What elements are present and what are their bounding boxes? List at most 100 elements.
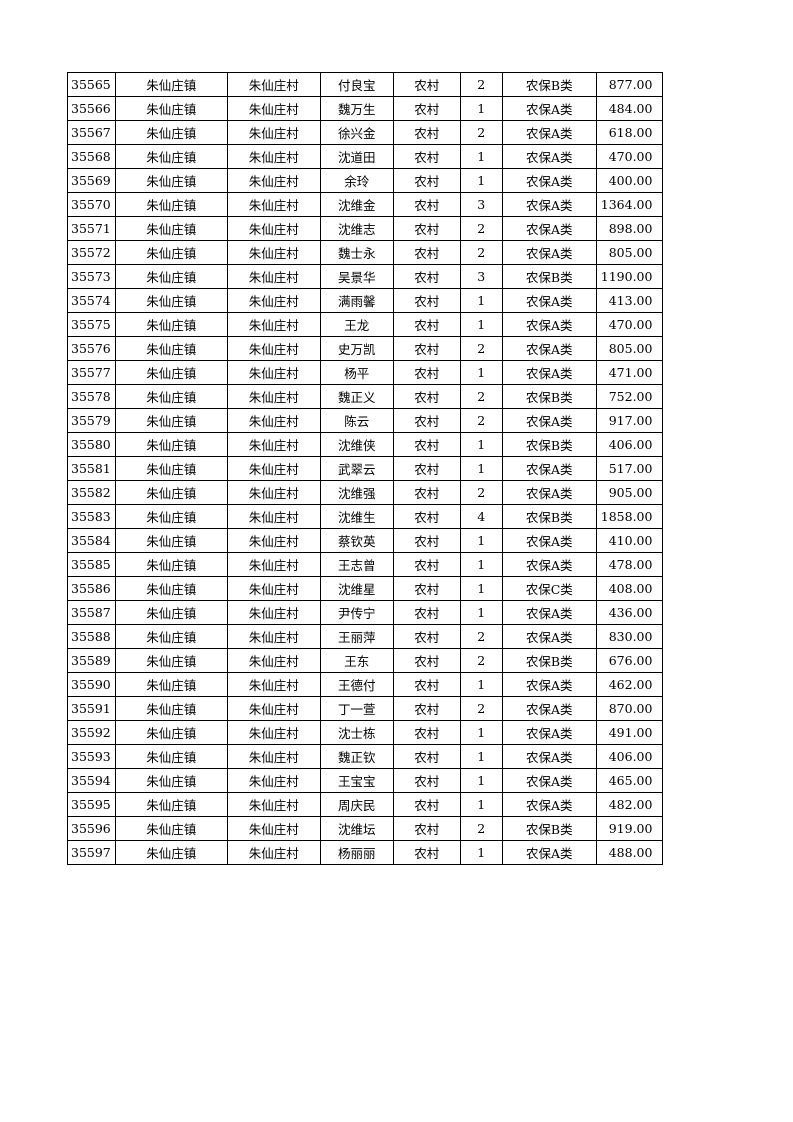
household-size: 1 xyxy=(459,432,503,457)
serial-number: 35584 xyxy=(67,528,116,553)
village: 朱仙庄村 xyxy=(226,192,321,217)
name: 沈维强 xyxy=(319,480,394,505)
serial-number: 35565 xyxy=(67,72,116,97)
area-type: 农村 xyxy=(392,648,461,673)
village: 朱仙庄村 xyxy=(226,96,321,121)
amount: 618.00 xyxy=(595,120,664,145)
serial-number: 35590 xyxy=(67,672,116,697)
household-size: 1 xyxy=(459,96,503,121)
table-row: 35575 朱仙庄镇 朱仙庄村 王龙 农村 1 农保A类 470.00 xyxy=(67,312,664,337)
insurance-type: 农保B类 xyxy=(501,264,597,289)
household-size: 2 xyxy=(459,696,503,721)
household-size: 1 xyxy=(459,144,503,169)
serial-number: 35583 xyxy=(67,504,116,529)
serial-number: 35575 xyxy=(67,312,116,337)
town: 朱仙庄镇 xyxy=(114,216,228,241)
area-type: 农村 xyxy=(392,552,461,577)
table-row: 35591 朱仙庄镇 朱仙庄村 丁一萱 农村 2 农保A类 870.00 xyxy=(67,696,664,721)
household-size: 1 xyxy=(459,600,503,625)
village: 朱仙庄村 xyxy=(226,528,321,553)
amount: 406.00 xyxy=(595,744,664,769)
town: 朱仙庄镇 xyxy=(114,744,228,769)
amount: 406.00 xyxy=(595,432,664,457)
village: 朱仙庄村 xyxy=(226,840,321,865)
insurance-type: 农保A类 xyxy=(501,216,597,241)
amount: 1190.00 xyxy=(595,264,664,289)
town: 朱仙庄镇 xyxy=(114,552,228,577)
table-row: 35573 朱仙庄镇 朱仙庄村 吴景华 农村 3 农保B类 1190.00 xyxy=(67,264,664,289)
name: 王德付 xyxy=(319,672,394,697)
household-size: 1 xyxy=(459,312,503,337)
serial-number: 35589 xyxy=(67,648,116,673)
table-row: 35589 朱仙庄镇 朱仙庄村 王东 农村 2 农保B类 676.00 xyxy=(67,648,664,673)
area-type: 农村 xyxy=(392,768,461,793)
amount: 805.00 xyxy=(595,240,664,265)
area-type: 农村 xyxy=(392,264,461,289)
household-size: 4 xyxy=(459,504,503,529)
village: 朱仙庄村 xyxy=(226,816,321,841)
table-row: 35576 朱仙庄镇 朱仙庄村 史万凯 农村 2 农保A类 805.00 xyxy=(67,336,664,361)
table-row: 35570 朱仙庄镇 朱仙庄村 沈维金 农村 3 农保A类 1364.00 xyxy=(67,192,664,217)
table-body: 35565 朱仙庄镇 朱仙庄村 付良宝 农村 2 农保B类 877.00 35566 朱仙庄镇 朱仙… xyxy=(67,72,664,865)
amount: 805.00 xyxy=(595,336,664,361)
household-size: 1 xyxy=(459,552,503,577)
area-type: 农村 xyxy=(392,720,461,745)
table-row: 35572 朱仙庄镇 朱仙庄村 魏士永 农村 2 农保A类 805.00 xyxy=(67,240,664,265)
town: 朱仙庄镇 xyxy=(114,696,228,721)
town: 朱仙庄镇 xyxy=(114,432,228,457)
area-type: 农村 xyxy=(392,312,461,337)
name: 史万凯 xyxy=(319,336,394,361)
town: 朱仙庄镇 xyxy=(114,96,228,121)
name: 余玲 xyxy=(319,168,394,193)
table-row: 35586 朱仙庄镇 朱仙庄村 沈维星 农村 1 农保C类 408.00 xyxy=(67,576,664,601)
area-type: 农村 xyxy=(392,384,461,409)
table-row: 35580 朱仙庄镇 朱仙庄村 沈维侠 农村 1 农保B类 406.00 xyxy=(67,432,664,457)
household-size: 2 xyxy=(459,72,503,97)
insurance-type: 农保A类 xyxy=(501,336,597,361)
town: 朱仙庄镇 xyxy=(114,576,228,601)
area-type: 农村 xyxy=(392,360,461,385)
insurance-type: 农保A类 xyxy=(501,120,597,145)
area-type: 农村 xyxy=(392,528,461,553)
amount: 462.00 xyxy=(595,672,664,697)
table-row: 35590 朱仙庄镇 朱仙庄村 王德付 农村 1 农保A类 462.00 xyxy=(67,672,664,697)
household-size: 2 xyxy=(459,216,503,241)
town: 朱仙庄镇 xyxy=(114,336,228,361)
table-row: 35585 朱仙庄镇 朱仙庄村 王志曾 农村 1 农保A类 478.00 xyxy=(67,552,664,577)
name: 陈云 xyxy=(319,408,394,433)
area-type: 农村 xyxy=(392,216,461,241)
insurance-type: 农保A类 xyxy=(501,792,597,817)
serial-number: 35579 xyxy=(67,408,116,433)
insurance-type: 农保A类 xyxy=(501,768,597,793)
village: 朱仙庄村 xyxy=(226,696,321,721)
amount: 491.00 xyxy=(595,720,664,745)
data-table: 35565 朱仙庄镇 朱仙庄村 付良宝 农村 2 农保B类 877.00 35566 朱仙庄镇 朱仙… xyxy=(67,72,664,865)
area-type: 农村 xyxy=(392,744,461,769)
name: 王东 xyxy=(319,648,394,673)
amount: 400.00 xyxy=(595,168,664,193)
household-size: 3 xyxy=(459,192,503,217)
table-row: 35593 朱仙庄镇 朱仙庄村 魏正钦 农村 1 农保A类 406.00 xyxy=(67,744,664,769)
village: 朱仙庄村 xyxy=(226,672,321,697)
insurance-type: 农保A类 xyxy=(501,528,597,553)
table-row: 35578 朱仙庄镇 朱仙庄村 魏正义 农村 2 农保B类 752.00 xyxy=(67,384,664,409)
town: 朱仙庄镇 xyxy=(114,384,228,409)
village: 朱仙庄村 xyxy=(226,288,321,313)
village: 朱仙庄村 xyxy=(226,216,321,241)
name: 沈道田 xyxy=(319,144,394,169)
area-type: 农村 xyxy=(392,696,461,721)
area-type: 农村 xyxy=(392,672,461,697)
area-type: 农村 xyxy=(392,336,461,361)
name: 王宝宝 xyxy=(319,768,394,793)
village: 朱仙庄村 xyxy=(226,408,321,433)
village: 朱仙庄村 xyxy=(226,72,321,97)
household-size: 1 xyxy=(459,720,503,745)
household-size: 1 xyxy=(459,840,503,865)
area-type: 农村 xyxy=(392,408,461,433)
serial-number: 35571 xyxy=(67,216,116,241)
household-size: 1 xyxy=(459,528,503,553)
name: 沈维坛 xyxy=(319,816,394,841)
town: 朱仙庄镇 xyxy=(114,192,228,217)
serial-number: 35577 xyxy=(67,360,116,385)
